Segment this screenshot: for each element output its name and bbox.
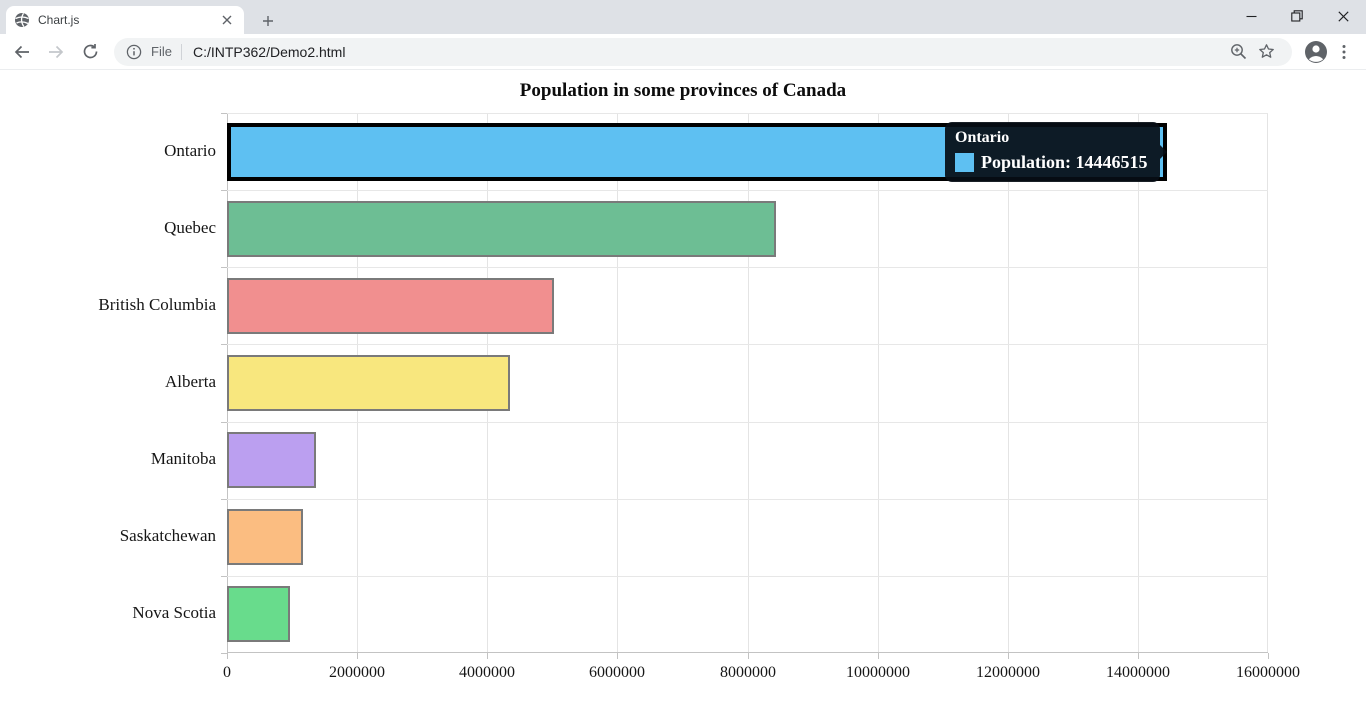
window-controls <box>1228 0 1366 32</box>
chart-tooltip: Ontario Population: 14446515 <box>945 122 1167 182</box>
bar-manitoba[interactable] <box>227 432 316 488</box>
omnibox-divider <box>180 43 182 60</box>
tooltip-color-box <box>955 153 974 172</box>
web-page: Population in some provinces of Canada O… <box>0 70 1366 726</box>
x-axis-tick-label: 6000000 <box>589 664 645 681</box>
profile-button[interactable] <box>1302 38 1330 66</box>
gridline-vertical <box>1138 113 1139 653</box>
gridline-vertical <box>617 113 618 653</box>
new-tab-button[interactable] <box>254 7 282 35</box>
zoom-in-icon <box>1230 44 1246 60</box>
x-axis-tick-label: 16000000 <box>1236 664 1300 681</box>
y-axis-tick <box>221 267 227 268</box>
x-axis-tick-label: 0 <box>223 664 231 681</box>
chart-title: Population in some provinces of Canada <box>519 80 847 101</box>
browser-toolbar: File C:/INTP362/Demo2.html <box>0 34 1366 70</box>
address-bar[interactable]: File C:/INTP362/Demo2.html <box>114 37 1292 66</box>
gridline-vertical <box>1008 113 1009 653</box>
reload-icon <box>83 44 97 59</box>
gridline-horizontal <box>227 267 1268 268</box>
gridline-horizontal <box>227 344 1268 345</box>
gridline-horizontal <box>227 113 1268 114</box>
bar-nova-scotia[interactable] <box>227 586 290 642</box>
y-axis-tick <box>221 576 227 577</box>
y-axis-label-alberta: Alberta <box>165 372 216 391</box>
x-axis-tick-label: 12000000 <box>976 664 1040 681</box>
gridline-horizontal <box>227 190 1268 191</box>
plus-icon <box>263 16 273 26</box>
avatar-icon <box>1305 40 1327 63</box>
y-axis-tick <box>221 499 227 500</box>
y-axis-label-manitoba: Manitoba <box>150 449 216 468</box>
reload-button[interactable] <box>76 38 104 66</box>
x-axis-tick <box>748 653 749 659</box>
y-axis-tick <box>221 190 227 191</box>
x-axis-tick-label: 10000000 <box>846 664 910 681</box>
gridline-horizontal <box>227 422 1268 423</box>
back-button[interactable] <box>8 38 36 66</box>
x-axis-tick-label: 4000000 <box>459 664 515 681</box>
chart-plot-area <box>227 113 1268 653</box>
url-scheme-chip: File <box>151 44 172 59</box>
tooltip-title: Ontario <box>955 129 1010 146</box>
x-axis-tick <box>617 653 618 659</box>
menu-button[interactable] <box>1330 38 1358 66</box>
back-arrow-icon <box>14 45 29 58</box>
y-axis-label-nova-scotia: Nova Scotia <box>132 603 216 622</box>
bar-british-columbia[interactable] <box>227 278 554 334</box>
url-text[interactable]: C:/INTP362/Demo2.html <box>192 43 346 60</box>
forward-button[interactable] <box>42 38 70 66</box>
bar-saskatchewan[interactable] <box>227 509 303 565</box>
y-axis-label-saskatchewan: Saskatchewan <box>119 526 216 545</box>
x-axis-tick <box>1138 653 1139 659</box>
tab-close-icon[interactable] <box>218 11 236 29</box>
close-window-button[interactable] <box>1320 0 1366 32</box>
x-axis-tick <box>878 653 879 659</box>
y-axis-label-quebec: Quebec <box>164 218 216 237</box>
bar-quebec[interactable] <box>227 201 776 257</box>
restore-button[interactable] <box>1274 0 1320 32</box>
tab-chartjs[interactable]: Chart.js <box>6 6 244 34</box>
tooltip-label: Population: 14446515 <box>981 152 1148 172</box>
x-axis-tick-label: 2000000 <box>329 664 385 681</box>
y-axis-tick <box>221 344 227 345</box>
minimize-button[interactable] <box>1228 0 1274 32</box>
y-axis-tick <box>221 113 227 114</box>
gridline-vertical <box>1267 113 1268 653</box>
gridline-vertical <box>878 113 879 653</box>
x-axis-tick <box>1008 653 1009 659</box>
bar-alberta[interactable] <box>227 355 510 411</box>
tab-title: Chart.js <box>38 13 80 27</box>
bookmark-button[interactable] <box>1252 38 1280 66</box>
info-icon[interactable] <box>126 44 142 60</box>
tab-strip: Chart.js <box>0 0 1366 34</box>
zoom-button[interactable] <box>1224 38 1252 66</box>
forward-arrow-icon <box>49 45 64 58</box>
favicon-globe-icon <box>14 12 30 28</box>
gridline-horizontal <box>227 652 1268 653</box>
y-axis-tick <box>221 422 227 423</box>
x-axis-tick-label: 14000000 <box>1106 664 1170 681</box>
x-axis-tick <box>357 653 358 659</box>
gridline-horizontal <box>227 576 1268 577</box>
x-axis-tick <box>227 653 228 659</box>
three-dot-menu-icon <box>1342 44 1346 59</box>
y-axis-tick <box>221 653 227 654</box>
y-axis-label-british-columbia: British Columbia <box>98 295 216 314</box>
x-axis-tick <box>1268 653 1269 659</box>
x-axis-tick-label: 8000000 <box>720 664 776 681</box>
bookmark-star-icon <box>1258 44 1274 58</box>
y-axis-label-ontario: Ontario <box>164 141 216 160</box>
gridline-horizontal <box>227 499 1268 500</box>
gridline-vertical <box>748 113 749 653</box>
x-axis-tick <box>487 653 488 659</box>
